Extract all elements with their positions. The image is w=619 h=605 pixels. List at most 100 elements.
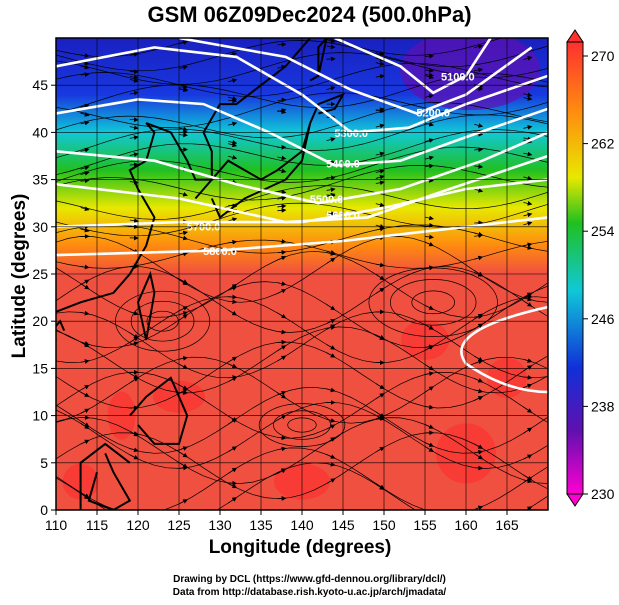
gyre-streamline: [368, 267, 498, 337]
wind-arrow: [80, 264, 90, 270]
wind-arrow: [80, 359, 90, 364]
wind-arrow: [227, 309, 238, 316]
wind-arrow: [424, 234, 434, 240]
y-tick-label: 30: [32, 219, 48, 235]
wind-arrow: [474, 164, 484, 169]
wind-arrow: [129, 179, 139, 185]
wind-arrow: [424, 371, 434, 377]
wind-arrow: [228, 30, 236, 31]
wind-arrow: [424, 138, 434, 143]
wind-arrow: [178, 230, 188, 236]
wind-arrow: [277, 392, 287, 399]
wind-arrow: [424, 386, 434, 393]
coastline: [194, 122, 312, 219]
plot-title: GSM 06Z09Dec2024 (500.0hPa): [147, 2, 472, 27]
wind-arrow: [375, 61, 385, 66]
colorbar-tick-label: 254: [591, 223, 615, 239]
wind-arrow: [326, 418, 336, 423]
wind-arrow: [129, 454, 139, 460]
wind-arrow: [228, 121, 238, 127]
wind-arrow: [80, 64, 90, 70]
wind-arrow: [277, 446, 287, 452]
wind-arrow: [326, 352, 336, 358]
wind-arrow: [178, 87, 188, 93]
wind-arrow: [228, 299, 238, 305]
contour-label: 5700.0: [187, 222, 221, 234]
wind-arrow: [129, 78, 139, 83]
y-tick-label: 20: [32, 313, 48, 329]
wind-arrow: [326, 38, 336, 44]
wind-arrow: [523, 242, 533, 248]
contour-label: 5500.0: [310, 194, 344, 206]
wind-arrow: [227, 446, 238, 453]
wind-arrow: [424, 442, 434, 447]
wind-arrow: [129, 125, 139, 130]
wind-arrow: [178, 499, 188, 505]
wind-arrow: [424, 324, 434, 330]
wind-arrow: [228, 217, 238, 223]
wind-arrow: [80, 171, 90, 176]
wind-arrow: [474, 443, 484, 449]
coastline: [79, 442, 131, 510]
wind-arrow: [474, 388, 484, 394]
wind-arrow: [523, 383, 533, 389]
wind-arrow: [129, 52, 139, 57]
wind-arrow: [375, 262, 385, 268]
gyre-streamline: [411, 290, 455, 315]
wind-arrow: [424, 74, 434, 80]
wind-arrow: [277, 203, 287, 209]
wind-arrow: [375, 335, 385, 340]
wind-arrow: [129, 90, 139, 96]
wind-arrow: [277, 355, 287, 362]
wind-arrow: [326, 192, 336, 198]
wind-arrow: [523, 300, 533, 307]
wind-arrow: [178, 355, 188, 361]
wind-arrow: [129, 373, 139, 379]
wind-arrow: [326, 250, 336, 255]
wind-arrow: [326, 454, 336, 459]
wind-arrow: [129, 74, 139, 80]
wind-arrow: [523, 33, 531, 35]
x-tick-label: 115: [86, 517, 109, 533]
x-tick-label: 120: [126, 517, 150, 533]
wind-arrow: [375, 383, 385, 390]
x-tick-label: 145: [331, 517, 355, 533]
wind-arrow: [326, 137, 336, 142]
wind-arrow: [227, 467, 238, 474]
wind-arrow: [474, 505, 484, 510]
wind-arrow: [129, 430, 139, 437]
x-tick-label: 130: [208, 517, 232, 533]
contour-label: 5300.0: [334, 128, 368, 140]
wind-arrow: [228, 294, 238, 300]
wind-arrow: [80, 391, 90, 397]
wind-arrow: [277, 468, 287, 474]
wind-arrow: [228, 363, 238, 369]
wind-arrow: [178, 251, 188, 257]
colorbar-ticks: 270 262 254 246 238 230: [583, 48, 615, 502]
wind-arrow: [375, 415, 385, 420]
wind-arrow: [375, 73, 385, 79]
wind-arrow: [474, 67, 484, 73]
wind-arrow: [474, 188, 484, 193]
wind-arrow: [523, 478, 533, 484]
colorbar-top-arrow: [566, 29, 584, 43]
wind-arrow: [424, 344, 434, 350]
wind-arrow: [523, 175, 533, 181]
wind-arrow: [277, 189, 287, 195]
wind-arrow: [523, 375, 533, 380]
wind-arrow: [424, 446, 434, 452]
wind-arrow: [474, 44, 484, 49]
wind-arrow: [178, 191, 188, 197]
wind-arrow: [473, 355, 484, 362]
colorbar-tick-label: 270: [591, 48, 615, 64]
wind-arrow: [375, 107, 385, 113]
contour-label: 5100.0: [441, 71, 475, 83]
wind-arrow: [227, 284, 238, 291]
wind-arrow: [523, 201, 533, 206]
contour-label: 5200.0: [416, 107, 450, 119]
wind-arrow: [523, 212, 533, 218]
wind-arrow: [326, 424, 336, 430]
wind-arrow: [228, 98, 238, 104]
wind-arrow: [80, 341, 90, 346]
wind-arrow: [375, 180, 385, 186]
